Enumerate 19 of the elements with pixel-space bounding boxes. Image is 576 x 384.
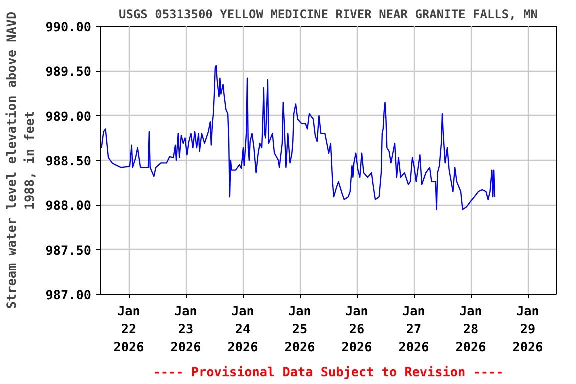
y-tick-label: 987.00	[46, 288, 92, 302]
chart-title: USGS 05313500 YELLOW MEDICINE RIVER NEAR GRANITE FALLS, MN	[118, 8, 538, 22]
x-tick-label: Jan 25 2026	[284, 304, 316, 354]
x-tick-label: Jan 24 2026	[228, 304, 258, 354]
y-tick-label: 988.50	[46, 154, 92, 168]
x-tick-label: Jan 22 2026	[114, 304, 144, 354]
y-tick-label: 989.50	[46, 64, 92, 80]
y-axis-title: Stream water level elevation above NAVD 1988, in feet	[4, 12, 37, 310]
y-tick-label: 988.00	[46, 198, 92, 214]
x-tick-label: Jan 26 2026	[342, 304, 372, 354]
x-tick-label: Jan 28 2026	[456, 304, 486, 354]
x-tick-label: Jan 27 2026	[398, 304, 430, 354]
line-series	[101, 65, 496, 210]
x-tick-label: Jan 29 2026	[512, 304, 544, 354]
y-tick-label: 987.50	[46, 242, 92, 258]
y-tick-label: 989.00	[46, 108, 92, 124]
text: ---- Provisional Data Subject to Revision ----	[153, 364, 504, 380]
x-tick-label: Jan 23 2026	[170, 304, 202, 354]
y-tick-label: 990.00	[46, 20, 92, 34]
